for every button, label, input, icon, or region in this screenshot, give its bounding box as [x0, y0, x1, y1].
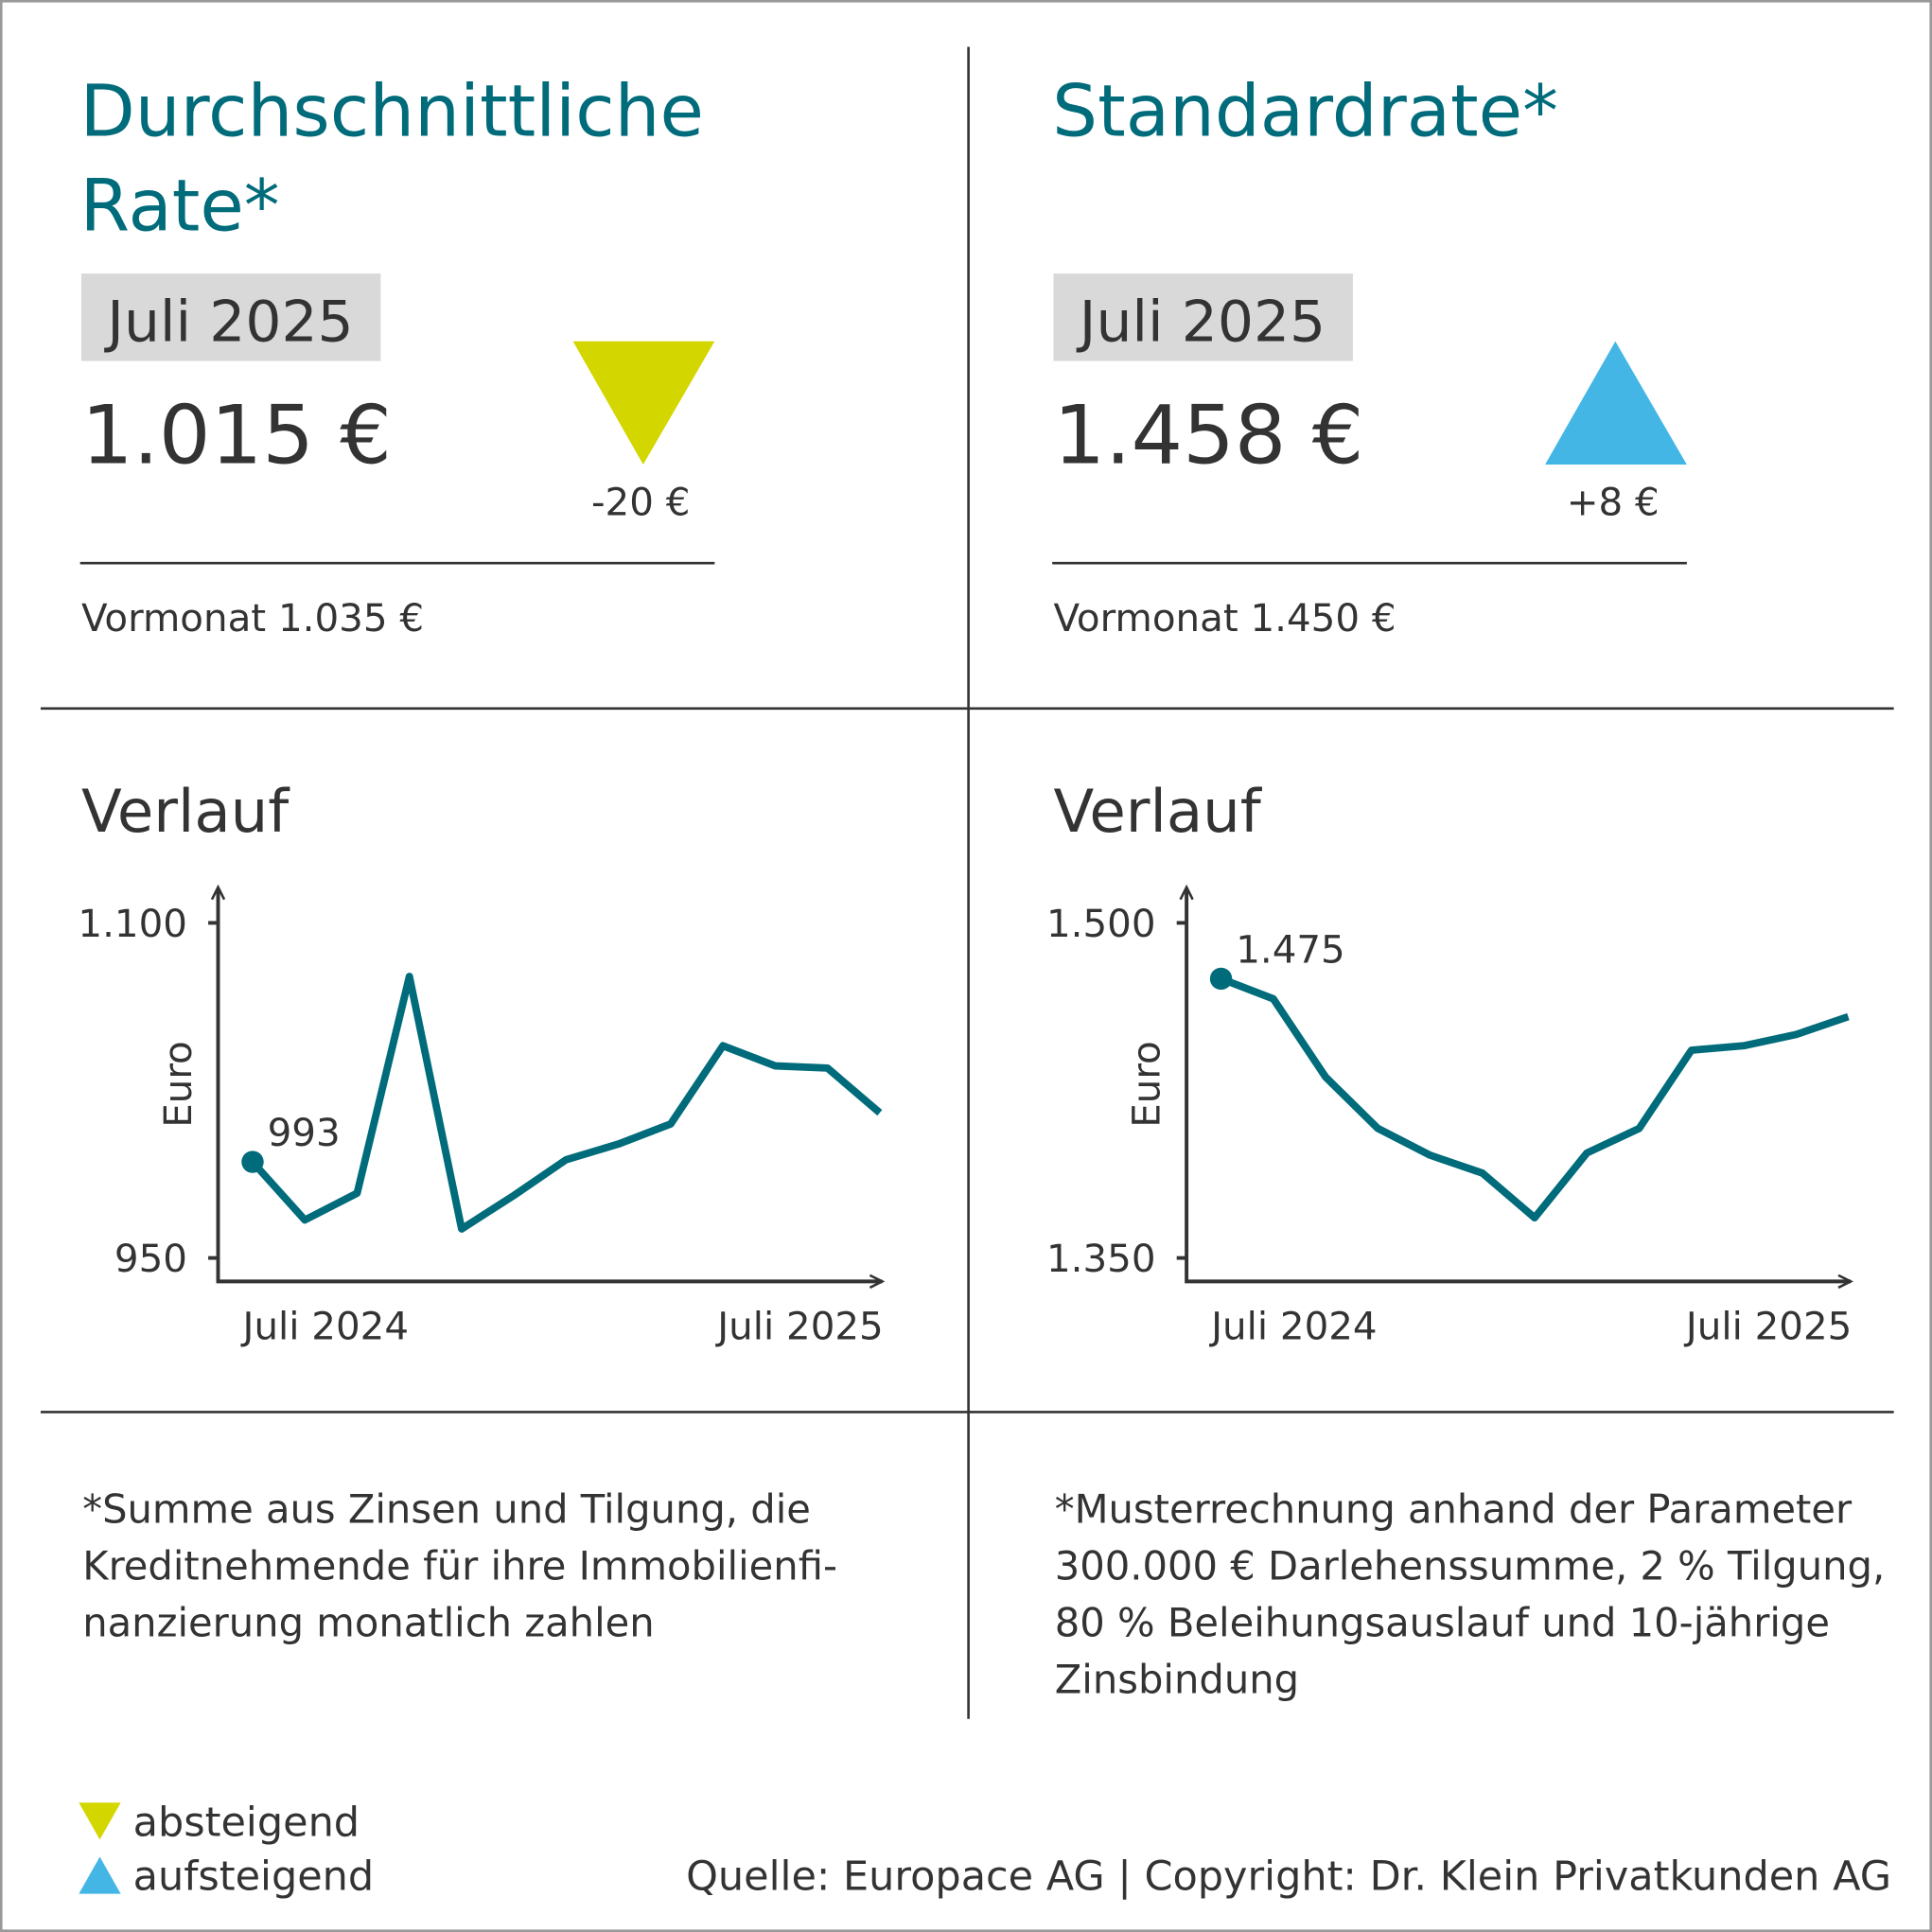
period-box: [80, 273, 381, 361]
legend-label: absteigend: [133, 1799, 360, 1846]
period-box: [1053, 273, 1353, 361]
footnote: Kreditnehmende für ihre Immobilienfi-: [82, 1543, 837, 1590]
line: [1220, 975, 1850, 1222]
previous: Vormonat 1.035 €: [81, 596, 424, 641]
y-tick-label: 1.500: [1046, 902, 1156, 946]
footnote: 300.000 € Darlehenssumme, 2 % Tilgung,: [1055, 1543, 1886, 1590]
point: [241, 1150, 264, 1173]
panel-title: Durchschnittliche: [80, 69, 704, 152]
data-label: 993: [268, 1111, 341, 1155]
footnote: Zinsbindung: [1055, 1656, 1299, 1702]
trend-down: [572, 341, 715, 465]
current-value: 1.458 €: [1053, 389, 1363, 483]
legend-icon: [79, 1856, 121, 1894]
data-label: 1.475: [1236, 928, 1345, 973]
point: [1209, 967, 1233, 991]
legend-icon: [79, 1802, 121, 1840]
change: -20 €: [591, 480, 690, 524]
y-axis-label: Euro: [1124, 1041, 1168, 1127]
previous: Vormonat 1.450 €: [1053, 596, 1396, 641]
axis-arrow: [1837, 1273, 1853, 1290]
panel-title: Standardrate*: [1052, 69, 1558, 152]
footnote: nanzierung monatlich zahlen: [82, 1599, 654, 1645]
section-title: Verlauf: [81, 777, 290, 846]
footnote: 80 % Beleihungsauslauf und 10-jährige: [1055, 1599, 1830, 1645]
axis-arrow: [869, 1273, 886, 1290]
y-tick-label: 950: [114, 1237, 187, 1281]
axis: [216, 889, 883, 1284]
period: Juli 2025: [103, 290, 353, 356]
section-title: Verlauf: [1053, 777, 1262, 846]
line: [250, 973, 883, 1233]
x-tick-label: Juli 2025: [714, 1305, 883, 1349]
current-value: 1.015 €: [81, 389, 392, 483]
x-tick-label: Juli 2024: [240, 1305, 409, 1349]
x-tick-label: Juli 2025: [1683, 1305, 1852, 1349]
footnote: *Summe aus Zinsen und Tilgung, die: [82, 1486, 811, 1533]
source: Quelle: Europace AG | Copyright: Dr. Kle…: [686, 1853, 1891, 1901]
panel-title: Rate*: [80, 165, 280, 248]
axis: [1185, 889, 1852, 1284]
axis-arrow: [210, 884, 226, 901]
footnote: *Musterrechnung anhand der Parameter: [1055, 1486, 1853, 1533]
y-tick-label: 1.350: [1046, 1237, 1156, 1281]
trend-up: [1545, 341, 1687, 465]
period: Juli 2025: [1076, 290, 1326, 356]
axis-arrow: [1179, 884, 1194, 901]
y-tick-label: 1.100: [78, 902, 187, 946]
x-tick-label: Juli 2024: [1208, 1305, 1377, 1349]
change: +8 €: [1567, 480, 1660, 524]
legend-label: aufsteigend: [133, 1853, 375, 1901]
y-axis-label: Euro: [156, 1041, 201, 1127]
